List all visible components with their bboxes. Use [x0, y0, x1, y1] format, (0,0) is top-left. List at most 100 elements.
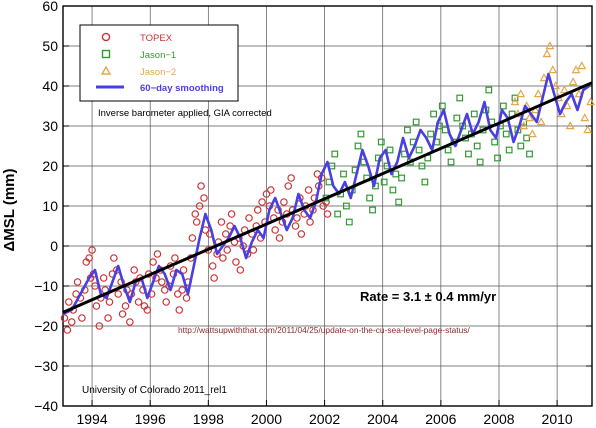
topex-point: [192, 218, 201, 226]
y-tick-label: −40: [34, 398, 58, 414]
topex-point: [78, 314, 86, 322]
jason2-point: [571, 65, 581, 74]
jason1-point: [354, 142, 362, 150]
jason1-point: [526, 150, 533, 158]
jason2-point: [583, 125, 593, 134]
x-tick-label: 1996: [135, 411, 166, 427]
topex-point: [223, 246, 232, 254]
topex-point: [99, 274, 108, 282]
jason1-point: [345, 218, 353, 226]
legend-jason2-label: Jason−2: [140, 67, 176, 78]
topex-point: [171, 254, 179, 262]
legend: TOPEX Jason−1 Jason−2 60−day smoothing: [79, 24, 239, 102]
jason1-point: [505, 146, 513, 154]
topex-point: [306, 218, 314, 226]
topex-point: [160, 286, 169, 294]
jason2-point: [580, 113, 590, 122]
topex-point: [110, 254, 118, 262]
y-tick-label: −30: [34, 358, 58, 374]
y-tick-label: 60: [42, 0, 58, 14]
jason1-point: [380, 178, 388, 186]
topex-point: [219, 254, 227, 262]
topex-point: [67, 318, 76, 326]
jason1-point: [473, 142, 481, 150]
y-tick-label: 40: [42, 78, 58, 94]
jason2-point: [551, 81, 561, 90]
jason1-point: [430, 110, 437, 118]
jason2-point: [533, 89, 543, 98]
jason2-point: [539, 73, 549, 82]
topex-point: [195, 202, 204, 210]
topex-point: [267, 186, 275, 194]
topex-point: [284, 182, 293, 190]
topex-point: [63, 326, 72, 334]
jason1-point: [491, 138, 499, 146]
topex-point: [210, 274, 218, 282]
legend-topex-label: TOPEX: [140, 33, 173, 44]
topex-point: [179, 266, 188, 274]
topex-point: [118, 310, 127, 318]
topex-point: [105, 298, 114, 306]
jason1-point: [412, 118, 420, 126]
topex-point: [262, 190, 271, 198]
legend-box: [79, 24, 239, 102]
trend-line: [62, 81, 593, 314]
topex-point: [178, 286, 186, 294]
y-axis-label: ΔMSL (mm): [1, 168, 18, 251]
topex-point: [227, 210, 236, 218]
legend-jason1-marker: [101, 49, 111, 59]
topex-point: [275, 234, 284, 242]
topex-point: [232, 258, 240, 266]
jason2-point: [586, 97, 595, 106]
legend-topex-marker: [101, 32, 111, 42]
jason2-point: [525, 113, 534, 122]
topex-point: [158, 278, 166, 286]
jason1-point: [342, 202, 350, 210]
topex-point: [182, 294, 191, 302]
topex-point: [65, 298, 73, 306]
jason2-point: [510, 97, 520, 106]
x-tick-label: 2002: [309, 411, 340, 427]
topex-point: [287, 174, 295, 182]
jason1-point: [334, 210, 342, 218]
x-tick-label: 2008: [483, 411, 514, 427]
source-url[interactable]: http://wattsupwiththat.com/2011/04/25/up…: [178, 325, 470, 335]
topex-point: [153, 250, 162, 258]
legend-jason1-label: Jason−1: [140, 50, 176, 61]
topex-point: [73, 278, 82, 286]
jason1-point: [369, 206, 376, 214]
jason1-point: [465, 150, 472, 158]
topex-point: [121, 302, 130, 310]
topex-point: [221, 230, 230, 238]
jason1-point: [427, 130, 435, 138]
jason1-point: [395, 198, 403, 206]
topex-point: [323, 210, 332, 218]
y-tick-label: 50: [42, 38, 58, 54]
y-tick-labels: −40 −30 −20 −10 0 10 20 30 40 50 60: [34, 0, 592, 414]
topex-point: [258, 198, 266, 206]
topex-point: [297, 230, 306, 238]
topex-point: [271, 226, 279, 234]
jason1-point: [494, 154, 501, 162]
topex-point: [304, 186, 313, 194]
topex-point: [104, 314, 112, 322]
topex-point: [95, 322, 104, 330]
jason1-point: [511, 94, 519, 102]
jason1-point: [485, 86, 493, 94]
x-tick-label: 2006: [425, 411, 456, 427]
y-tick-label: 0: [50, 238, 58, 254]
topex-point: [293, 214, 301, 222]
jason1-point: [421, 178, 429, 186]
topex-point: [208, 262, 217, 270]
legend-entry-smoothing: 60−day smoothing: [96, 83, 224, 94]
jason1-point: [447, 158, 455, 166]
x-tick-label: 1998: [193, 411, 224, 427]
jason2-point: [548, 65, 558, 74]
x-tick-label: 2010: [542, 411, 573, 427]
jason1-point: [476, 158, 484, 166]
jason2-point: [528, 129, 537, 138]
jason1-point: [398, 174, 406, 182]
jason1-point: [415, 146, 423, 154]
jason1-point: [444, 146, 452, 154]
topex-point: [92, 302, 101, 310]
